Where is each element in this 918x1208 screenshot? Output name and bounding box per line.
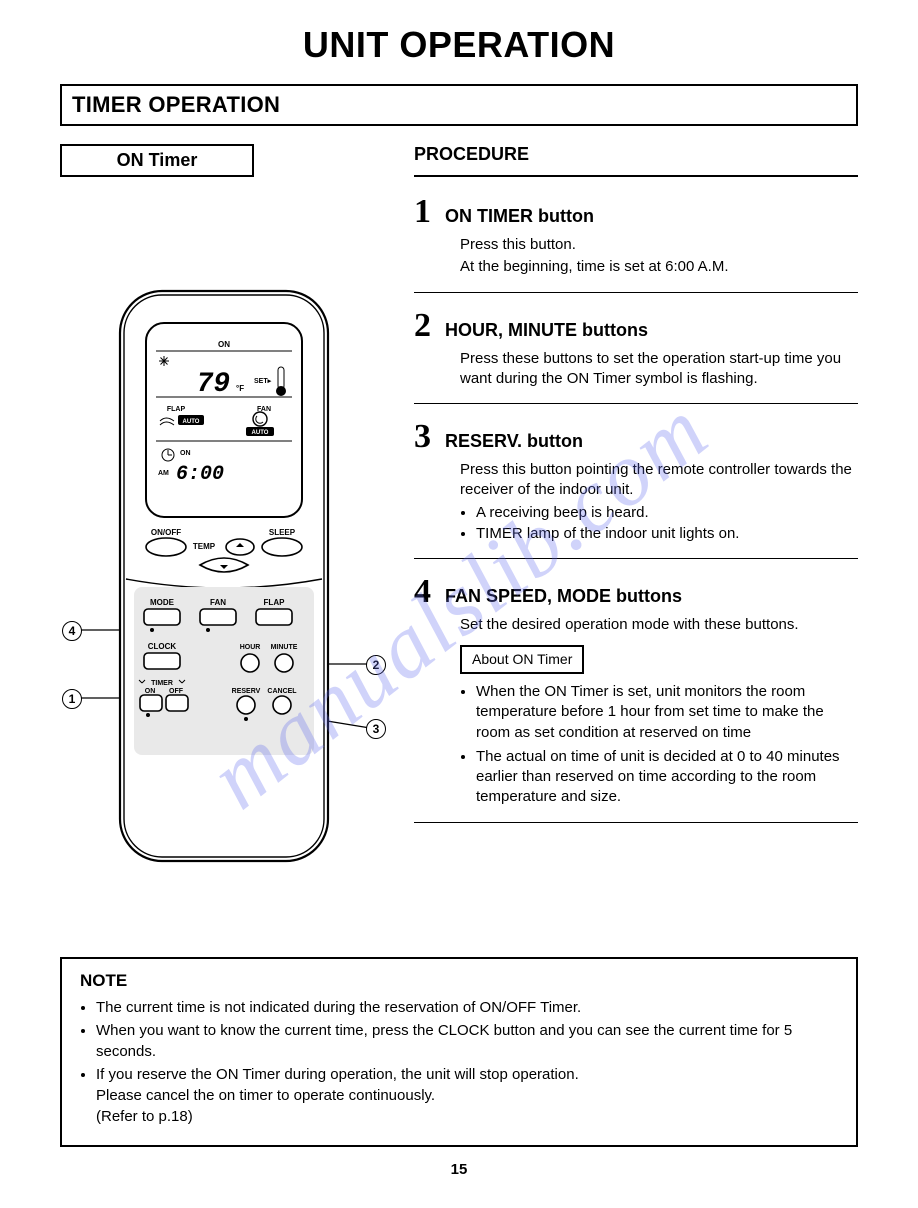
step-body: Press these buttons to set the operation… [460,349,858,390]
divider [414,558,858,559]
left-column: ON Timer 4 2 1 3 [60,144,390,887]
page-number: 15 [60,1161,858,1178]
callout-3: 3 [366,719,386,739]
note-item: If you reserve the ON Timer during opera… [96,1064,838,1127]
lcd-temp-unit: °F [236,384,244,393]
manual-page: manualslib.com UNIT OPERATION TIMER OPER… [0,0,918,1208]
step-1: 1 ON TIMER button Press this button. At … [414,195,858,278]
step-2: 2 HOUR, MINUTE buttons Press these butto… [414,309,858,390]
btn-fan-label: FAN [210,598,226,607]
step-3: 3 RESERV. button Press this button point… [414,420,858,544]
callout-2: 2 [366,655,386,675]
step-4: 4 FAN SPEED, MODE buttons Set the desire… [414,575,858,808]
btn-onoff-label: ON/OFF [151,528,181,537]
step-line: Press this button pointing the remote co… [460,460,858,501]
page-title: UNIT OPERATION [60,24,858,66]
step-number: 3 [414,420,431,454]
btn-cancel-label: CANCEL [267,688,297,695]
remote-svg: ON 79 °F SET▸ FLAP FAN [60,287,390,887]
step-title: HOUR, MINUTE buttons [445,320,648,341]
btn-mode-label: MODE [150,598,175,607]
lcd-flap-mode: AUTO [183,419,200,425]
note-title: NOTE [80,971,838,991]
btn-sleep-label: SLEEP [269,528,296,537]
step-body: Press this button pointing the remote co… [460,460,858,544]
callout-1: 1 [62,689,82,709]
lcd-on-label: ON [218,340,230,349]
btn-clock-label: CLOCK [148,642,177,651]
lcd-temp: 79 [196,369,230,400]
procedure-heading: PROCEDURE [414,144,858,165]
content-columns: ON Timer 4 2 1 3 [60,144,858,887]
step-line: Press this button. [460,235,858,255]
step-bullets: A receiving beep is heard. TIMER lamp of… [460,503,858,545]
step-number: 1 [414,195,431,229]
lcd-am: AM [158,470,169,477]
callout-4: 4 [62,621,82,641]
step-line: At the beginning, time is set at 6:00 A.… [460,257,858,277]
about-bullets: When the ON Timer is set, unit monitors … [460,682,858,808]
btn-hour-label: HOUR [240,644,261,651]
lcd-flap-label: FLAP [167,406,186,413]
btn-timer-on-label: ON [145,688,156,695]
btn-temp-label: TEMP [193,542,216,551]
note-item: When you want to know the current time, … [96,1020,838,1062]
step-title: RESERV. button [445,431,583,452]
lcd-fan-mode: AUTO [252,430,269,436]
note-box: NOTE The current time is not indicated d… [60,957,858,1147]
subheading-box: ON Timer [60,144,254,177]
step-number: 2 [414,309,431,343]
remote-diagram: 4 2 1 3 [60,287,390,887]
bullet-item: A receiving beep is heard. [476,503,858,523]
bullet-item: TIMER lamp of the indoor unit lights on. [476,524,858,544]
divider [414,175,858,177]
step-body: Set the desired operation mode with thes… [460,615,858,808]
note-item: The current time is not indicated during… [96,997,838,1018]
lcd-time: 6:00 [176,463,224,486]
about-box: About ON Timer [460,645,584,674]
right-column: PROCEDURE 1 ON TIMER button Press this b… [414,144,858,887]
bullet-item: When the ON Timer is set, unit monitors … [476,682,858,743]
btn-timer-off-label: OFF [169,688,184,695]
btn-reserv-label: RESERV [232,688,261,695]
step-line: Set the desired operation mode with thes… [460,615,858,635]
section-heading: TIMER OPERATION [60,84,858,126]
btn-flap-label: FLAP [264,598,286,607]
divider [414,403,858,404]
divider [414,822,858,823]
divider [414,292,858,293]
bullet-item: The actual on time of unit is decided at… [476,747,858,808]
lcd-timer-on: ON [180,450,191,457]
step-title: FAN SPEED, MODE buttons [445,586,682,607]
lcd-set-label: SET▸ [254,378,272,385]
btn-minute-label: MINUTE [271,644,298,651]
step-title: ON TIMER button [445,206,594,227]
step-number: 4 [414,575,431,609]
btn-timer-label: TIMER [151,680,173,687]
step-body: Press this button. At the beginning, tim… [460,235,858,278]
note-list: The current time is not indicated during… [80,997,838,1127]
step-line: Press these buttons to set the operation… [460,349,858,390]
